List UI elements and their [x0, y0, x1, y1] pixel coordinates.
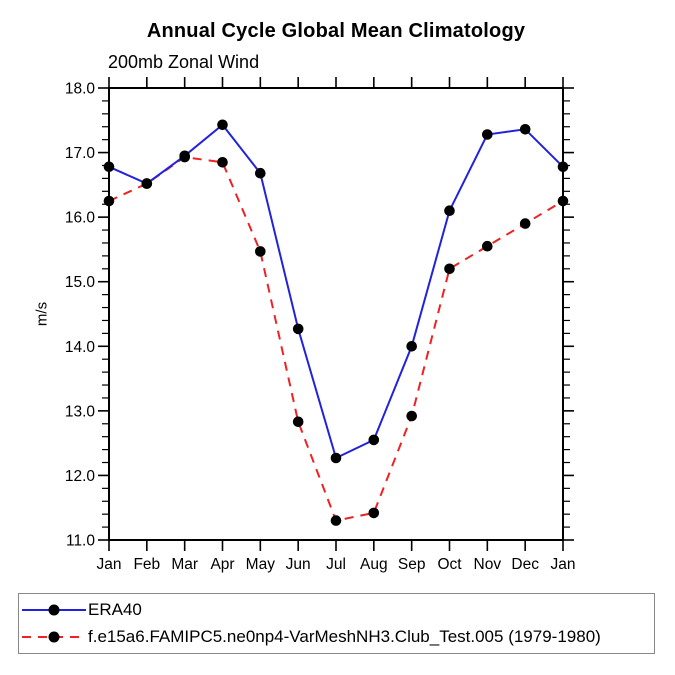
data-point-marker	[482, 129, 493, 140]
y-tick-label: 15.0	[65, 274, 96, 291]
x-tick-label: Oct	[437, 556, 462, 573]
data-point-marker	[444, 205, 455, 216]
y-tick-label: 11.0	[66, 533, 95, 550]
data-point-marker	[519, 124, 531, 135]
legend-label-model: f.e15a6.FAMIPC5.ne0np4-VarMeshNH3.Club_T…	[88, 627, 601, 646]
data-point-marker	[103, 195, 115, 207]
data-point-marker	[217, 119, 228, 131]
circle-marker-icon	[48, 631, 60, 643]
data-point-marker	[217, 157, 228, 168]
x-tick-label: Jun	[286, 556, 311, 573]
x-tick-label: Sep	[398, 556, 426, 573]
plot-frame	[108, 87, 564, 541]
chart-subtitle: 200mb Zonal Wind	[108, 52, 260, 72]
data-point-marker	[368, 434, 380, 446]
legend-line-sample-era40	[22, 604, 86, 616]
data-point-marker	[103, 161, 115, 173]
data-point-marker	[406, 341, 418, 352]
y-tick-label: 16.0	[65, 210, 96, 227]
x-tick-label: Mar	[171, 556, 198, 573]
x-tick-label: Jul	[326, 556, 346, 573]
legend-item-model: f.e15a6.FAMIPC5.ne0np4-VarMeshNH3.Club_T…	[22, 624, 654, 651]
data-point-marker	[330, 515, 342, 526]
legend-item-era40: ERA40	[22, 597, 654, 624]
data-point-marker	[444, 263, 455, 275]
x-tick-label: Apr	[210, 556, 234, 573]
y-tick-label: 14.0	[65, 339, 96, 356]
x-tick-label: Jan	[551, 556, 576, 573]
data-point-marker	[482, 240, 493, 252]
chart-title: Annual Cycle Global Mean Climatology	[146, 20, 526, 42]
legend-label-era40: ERA40	[88, 600, 142, 619]
data-point-marker	[519, 218, 531, 229]
data-point-marker	[254, 167, 266, 179]
data-point-marker	[330, 452, 342, 464]
legend: ERA40 f.e15a6.FAMIPC5.ne0np4-VarMeshNH3.…	[18, 593, 655, 654]
y-tick-label: 18.0	[65, 81, 96, 98]
data-point-marker	[292, 323, 304, 335]
x-tick-label: Jan	[97, 556, 122, 573]
data-point-marker	[406, 410, 418, 422]
data-point-marker	[368, 507, 380, 519]
x-tick-label: Aug	[360, 556, 388, 573]
y-tick-label: 13.0	[65, 403, 96, 420]
series-line-model	[108, 156, 564, 522]
x-tick-label: Feb	[133, 556, 160, 573]
legend-line-sample-model	[22, 631, 86, 643]
x-tick-label: Nov	[474, 556, 502, 573]
data-point-marker	[254, 246, 266, 257]
y-tick-label: 12.0	[65, 468, 96, 485]
series-line-era40	[108, 123, 564, 460]
x-tick-label: Dec	[511, 556, 539, 573]
data-point-marker	[179, 151, 190, 163]
x-tick-label: May	[246, 556, 276, 573]
data-point-marker	[557, 161, 569, 173]
y-tick-label: 17.0	[65, 145, 96, 162]
circle-marker-icon	[48, 604, 60, 616]
data-point-marker	[557, 195, 569, 207]
data-point-marker	[292, 416, 304, 428]
data-point-marker	[141, 178, 153, 189]
